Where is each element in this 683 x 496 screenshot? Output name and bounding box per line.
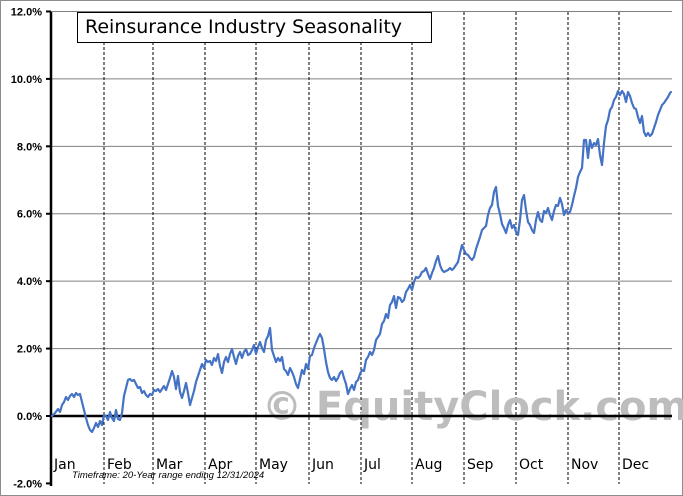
- y-tick-label: 12.0%: [11, 6, 42, 18]
- month-label-may: May: [259, 457, 288, 473]
- y-tick-label: 6.0%: [17, 209, 42, 221]
- y-tick-label: -2.0%: [13, 478, 42, 490]
- y-tick-label: 0.0%: [17, 411, 42, 423]
- y-tick-label: 8.0%: [17, 141, 42, 153]
- month-label-aug: Aug: [415, 457, 442, 473]
- month-label-jan: Jan: [53, 457, 76, 473]
- chart-title: Reinsurance Industry Seasonality: [85, 16, 403, 38]
- y-axis-ticks: 12.0% 10.0% 8.0% 6.0% 4.0% 2.0% 0.0% -2.0%: [11, 6, 51, 490]
- chart-title-box: [77, 12, 432, 43]
- month-label-nov: Nov: [571, 457, 598, 473]
- watermark: © EquityClock.com: [262, 384, 683, 430]
- timeframe-note: Timeframe: 20-Year range ending 12/31/20…: [72, 470, 264, 481]
- month-label-oct: Oct: [519, 457, 544, 473]
- month-label-jun: Jun: [311, 457, 334, 473]
- month-label-jul: Jul: [363, 457, 381, 473]
- month-label-mar: Mar: [156, 457, 183, 473]
- x-axis-month-labels: Jan Feb Mar Apr May Jun Jul Aug Sep Oct Nov Dec: [53, 457, 649, 473]
- month-label-apr: Apr: [208, 457, 232, 473]
- month-label-feb: Feb: [107, 457, 132, 473]
- y-tick-label: 2.0%: [17, 344, 42, 356]
- axes: [49, 12, 672, 486]
- y-tick-label: 10.0%: [11, 74, 42, 86]
- month-label-dec: Dec: [622, 457, 649, 473]
- seasonality-line: [50, 89, 673, 434]
- month-label-sep: Sep: [467, 457, 494, 473]
- y-tick-label: 4.0%: [17, 276, 42, 288]
